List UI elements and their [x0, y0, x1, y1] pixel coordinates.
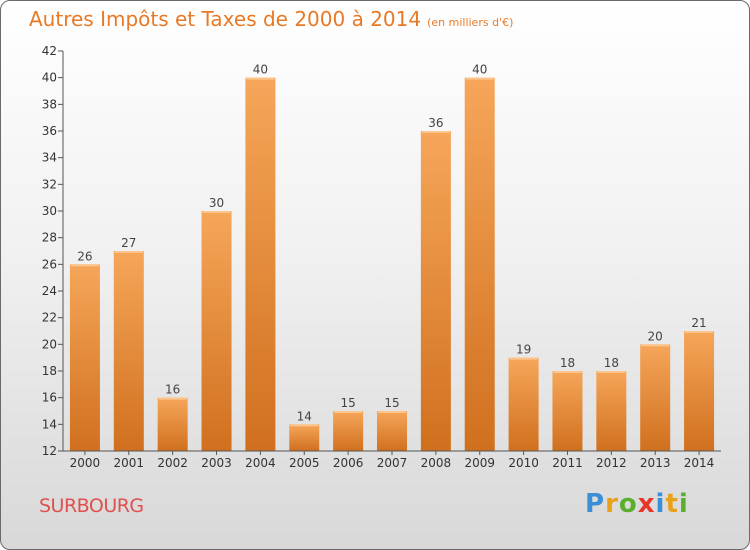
bar-highlight-2010 — [509, 357, 538, 360]
x-tick-label-2011: 2011 — [552, 456, 583, 470]
y-tick-label: 38 — [42, 97, 57, 111]
bar-2001 — [113, 251, 144, 451]
x-tick-label-2007: 2007 — [377, 456, 408, 470]
x-tick-label-2000: 2000 — [70, 456, 101, 470]
logo-letter: i — [655, 489, 666, 519]
value-label-2007: 15 — [384, 396, 399, 410]
value-label-2012: 18 — [604, 356, 619, 370]
bar-2004 — [245, 77, 276, 452]
bar-highlight-2009 — [465, 77, 494, 80]
value-label-2000: 26 — [77, 249, 92, 263]
value-label-2011: 18 — [560, 356, 575, 370]
bar-2009 — [464, 77, 495, 452]
bar-2006 — [333, 411, 364, 451]
bar-2011 — [552, 371, 583, 451]
y-tick-label: 20 — [42, 337, 57, 351]
bar-highlight-2013 — [641, 344, 670, 347]
value-label-2002: 16 — [165, 383, 180, 397]
bar-2007 — [377, 411, 407, 451]
value-label-2009: 40 — [472, 63, 487, 77]
x-tick-label-2009: 2009 — [464, 456, 495, 470]
value-label-2003: 30 — [209, 196, 224, 210]
bar-highlight-2004 — [246, 77, 275, 80]
bar-highlight-2001 — [114, 251, 143, 253]
x-tick-label-2012: 2012 — [596, 456, 627, 470]
chart-subtitle: (en milliers d'€) — [427, 16, 514, 29]
proxiti-logo: Proxiti — [585, 489, 689, 519]
y-tick-label: 32 — [42, 177, 57, 191]
bar-highlight-2003 — [202, 211, 231, 213]
bar-highlight-2011 — [553, 371, 582, 373]
y-tick-label: 28 — [42, 231, 57, 245]
value-label-2001: 27 — [121, 236, 136, 250]
bar-highlight-2005 — [290, 424, 319, 427]
y-tick-label: 26 — [42, 257, 57, 271]
x-tick-label-2005: 2005 — [289, 456, 320, 470]
bar-2013 — [640, 344, 671, 451]
logo-letter: P — [585, 489, 606, 519]
bar-highlight-2000 — [70, 264, 99, 267]
logo-letter: t — [665, 489, 679, 519]
bar-2002 — [157, 397, 188, 451]
y-tick-label: 24 — [42, 284, 57, 298]
logo-letter: i — [678, 489, 689, 519]
x-tick-label-2013: 2013 — [640, 456, 671, 470]
bar-2014 — [684, 331, 715, 451]
y-tick-label: 22 — [42, 311, 57, 325]
y-tick-label: 34 — [42, 151, 57, 165]
y-tick-label: 18 — [42, 364, 57, 378]
x-tick-label-2010: 2010 — [508, 456, 539, 470]
y-tick-label: 12 — [42, 444, 57, 458]
logo-letter: r — [605, 489, 619, 519]
x-tick-label-2004: 2004 — [245, 456, 276, 470]
bar-2000 — [69, 264, 100, 451]
logo-letter: x — [637, 489, 656, 519]
bar-highlight-2007 — [378, 411, 406, 413]
y-tick-label: 36 — [42, 124, 57, 138]
y-tick-label: 14 — [42, 417, 57, 431]
value-label-2006: 15 — [340, 396, 355, 410]
commune-name: SURBOURG — [39, 495, 144, 517]
bar-highlight-2006 — [334, 411, 363, 413]
bar-2003 — [201, 211, 232, 451]
y-tick-label: 16 — [42, 391, 57, 405]
x-tick-label-2006: 2006 — [333, 456, 364, 470]
bar-2005 — [289, 424, 320, 451]
x-tick-label-2001: 2001 — [114, 456, 145, 470]
bar-2012 — [596, 371, 627, 451]
x-tick-label-2008: 2008 — [421, 456, 452, 470]
y-tick-label: 42 — [42, 44, 57, 58]
y-tick-label: 40 — [42, 71, 57, 85]
chart-title: Autres Impôts et Taxes de 2000 à 2014 (en… — [29, 7, 513, 31]
y-tick-label: 30 — [42, 204, 57, 218]
x-tick-label-2002: 2002 — [157, 456, 188, 470]
bar-highlight-2014 — [685, 331, 714, 333]
x-tick-label-2014: 2014 — [684, 456, 715, 470]
x-tick-label-2003: 2003 — [201, 456, 232, 470]
value-label-2010: 19 — [516, 343, 531, 357]
value-label-2004: 40 — [253, 63, 268, 77]
value-label-2014: 21 — [691, 316, 706, 330]
bar-highlight-2012 — [597, 371, 626, 373]
bar-2010 — [508, 357, 539, 451]
logo-letter: o — [618, 489, 638, 519]
bar-2008 — [420, 131, 451, 451]
bar-highlight-2008 — [421, 131, 450, 133]
chart-title-text: Autres Impôts et Taxes de 2000 à 2014 — [29, 7, 422, 31]
value-label-2005: 14 — [297, 409, 312, 423]
bar-highlight-2002 — [158, 397, 187, 400]
value-label-2013: 20 — [648, 329, 663, 343]
value-label-2008: 36 — [428, 116, 443, 130]
